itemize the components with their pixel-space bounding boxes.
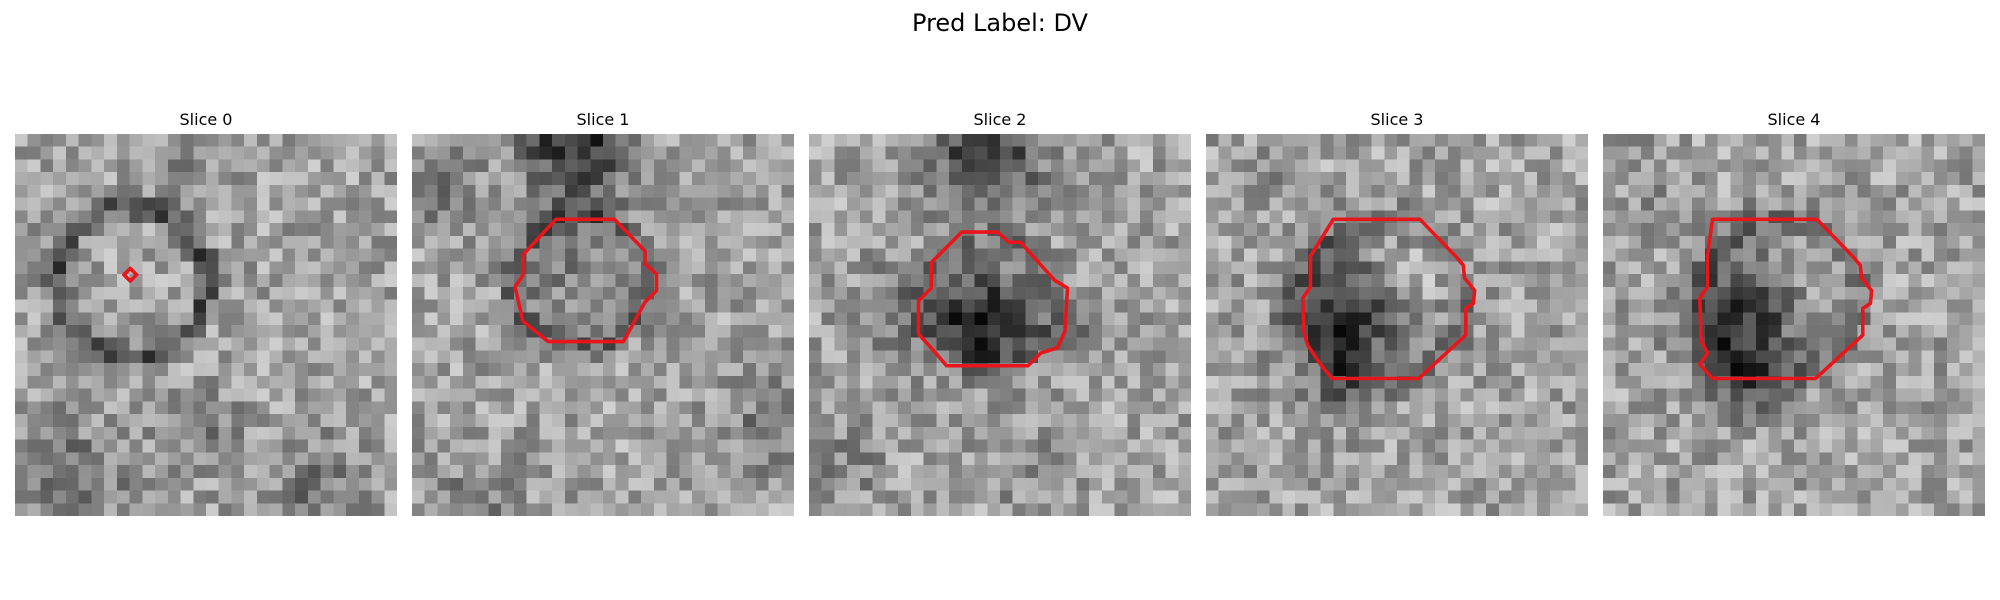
figure-title: Pred Label: DV [912,9,1088,37]
slice-title-4: Slice 4 [1767,110,1821,129]
slice-image-0 [15,134,397,516]
slice-title-3: Slice 3 [1370,110,1424,129]
slice-pixels-3 [1206,134,1588,516]
slice-panel-1: Slice 1 [412,108,794,516]
slice-image-3 [1206,134,1588,516]
slice-title-0: Slice 0 [179,110,233,129]
slice-pixels-0 [15,134,397,516]
slice-image-1 [412,134,794,516]
slice-title-1: Slice 1 [576,110,630,129]
segmentation-contour-3 [1300,217,1477,381]
slice-pixels-1 [412,134,794,516]
slice-image-4 [1603,134,1985,516]
slice-pixels-4 [1603,134,1985,516]
slice-image-2 [809,134,1191,516]
slice-panel-0: Slice 0 [15,108,397,516]
segmentation-contour-2 [916,230,1070,368]
slice-panel-3: Slice 3 [1206,108,1588,516]
segmentation-contour-4 [1697,217,1874,381]
segmentation-contour-0 [122,266,139,283]
slice-title-2: Slice 2 [973,110,1027,129]
slice-panel-2: Slice 2 [809,108,1191,516]
segmentation-contour-1 [513,217,659,344]
slice-pixels-2 [809,134,1191,516]
slice-panel-4: Slice 4 [1603,108,1985,516]
